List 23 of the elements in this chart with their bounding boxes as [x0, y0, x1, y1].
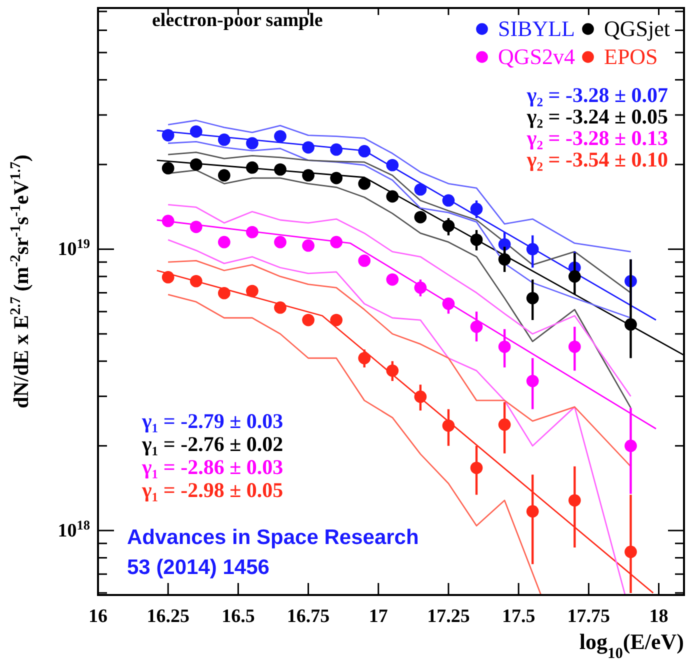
x-tick-label: 18 — [649, 606, 668, 627]
x-axis-title: log$_{10}$(E/eV) — [579, 629, 684, 661]
annotation: γ₁ = -2.86 ± 0.03 — [141, 455, 284, 479]
x-tick-label: 16 — [88, 606, 108, 627]
annotation: γ₂ = -3.28 ± 0.07 — [526, 83, 668, 107]
annotation: γ₁ = -2.79 ± 0.03 — [141, 409, 284, 433]
legend-label: SIBYLL — [498, 16, 575, 41]
annotation: γ₁ = -2.76 ± 0.02 — [141, 432, 284, 456]
x-tick-label: 17.75 — [567, 606, 610, 627]
x-tick-label: 16.75 — [286, 606, 330, 627]
annotation: γ₁ = -2.98 ± 0.05 — [141, 478, 284, 502]
x-tick-label: 17 — [368, 606, 388, 627]
legend-label: QGS2v4 — [498, 44, 576, 69]
x-tick-label: 16.5 — [222, 606, 255, 627]
legend-label: QGSjet — [604, 16, 670, 41]
y-tick-label: 10$^{18}$ — [58, 517, 90, 542]
x-tick-label: 17.25 — [427, 606, 470, 627]
legend-label: EPOS — [604, 44, 658, 69]
x-tick-label: 17.5 — [502, 606, 536, 627]
x-tick-label: 16.25 — [146, 606, 190, 627]
annotation: electron-poor sample — [152, 10, 323, 31]
annotation: Advances in Space Research 53 (2014) 1456 — [127, 526, 419, 579]
y-tick-label: 10$^{19}$ — [58, 236, 90, 260]
